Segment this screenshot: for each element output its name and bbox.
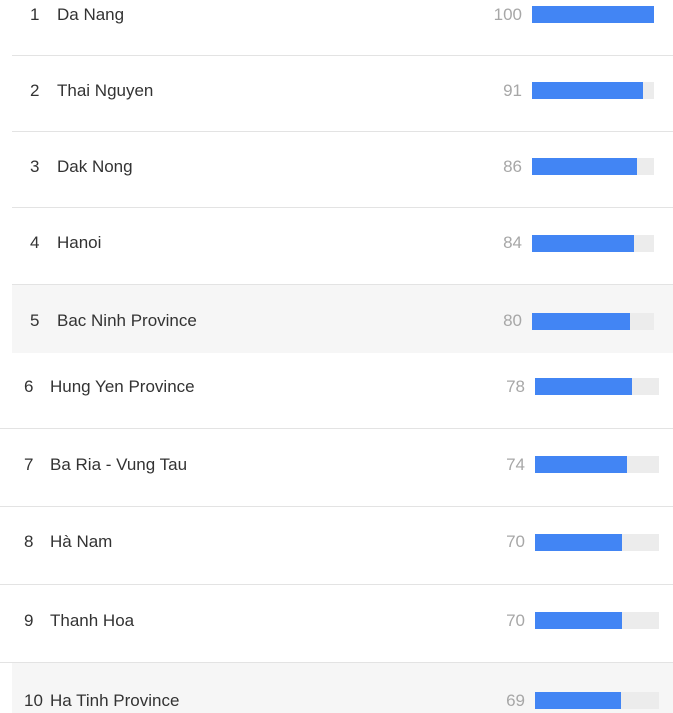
interest-bar-track bbox=[535, 378, 659, 395]
interest-value: 86 bbox=[503, 157, 522, 176]
interest-bar-fill bbox=[535, 534, 622, 551]
interest-bar-fill bbox=[535, 456, 627, 473]
region-name: Ba Ria - Vung Tau bbox=[50, 455, 188, 474]
interest-bar-fill bbox=[535, 378, 632, 395]
interest-bar-fill bbox=[532, 235, 635, 252]
interest-bar-track bbox=[532, 158, 654, 175]
rank-number: 3 bbox=[30, 157, 40, 176]
region-name: Hanoi bbox=[57, 233, 102, 252]
rank-number: 9 bbox=[24, 611, 34, 630]
rank-number: 5 bbox=[30, 311, 40, 330]
interest-value: 84 bbox=[503, 233, 522, 252]
interest-bar-fill bbox=[532, 313, 630, 330]
rank-number: 10 bbox=[24, 691, 43, 710]
interest-bar-track bbox=[532, 82, 654, 99]
interest-bar-fill bbox=[532, 158, 637, 175]
rank-number: 8 bbox=[24, 532, 34, 551]
interest-bar-fill bbox=[532, 6, 654, 23]
interest-bar-fill bbox=[535, 612, 622, 629]
region-name: Bac Ninh Province bbox=[57, 311, 197, 330]
interest-bar-track bbox=[535, 456, 659, 473]
list-item[interactable]: 4 Hanoi 84 bbox=[12, 208, 673, 285]
rank-number: 6 bbox=[24, 377, 34, 396]
interest-value: 70 bbox=[506, 611, 525, 630]
interest-value: 100 bbox=[493, 5, 522, 24]
region-name: Thanh Hoa bbox=[50, 611, 135, 630]
list-item[interactable]: 9 Thanh Hoa 70 bbox=[0, 585, 673, 663]
rank-number: 1 bbox=[30, 5, 40, 24]
list-item[interactable]: 7 Ba Ria - Vung Tau 74 bbox=[0, 429, 673, 507]
list-item[interactable]: 8 Hà Nam 70 bbox=[0, 507, 673, 585]
interest-value: 91 bbox=[503, 81, 522, 100]
list-item[interactable]: 6 Hung Yen Province 78 bbox=[0, 353, 673, 429]
interest-value: 69 bbox=[506, 691, 525, 710]
region-name: Ha Tinh Province bbox=[50, 691, 180, 710]
rank-number: 2 bbox=[30, 81, 40, 100]
region-name: Da Nang bbox=[57, 5, 125, 24]
region-name: Hà Nam bbox=[50, 532, 113, 551]
list-item[interactable]: 2 Thai Nguyen 91 bbox=[12, 56, 673, 132]
list-item[interactable]: 3 Dak Nong 86 bbox=[12, 132, 673, 208]
interest-value: 78 bbox=[506, 377, 525, 396]
list-item[interactable]: 1 Da Nang 100 bbox=[12, 0, 673, 56]
interest-bar-track bbox=[532, 313, 654, 330]
interest-value: 70 bbox=[506, 532, 525, 551]
interest-bar-fill bbox=[535, 692, 621, 709]
region-name: Hung Yen Province bbox=[50, 377, 195, 396]
interest-bar-fill bbox=[532, 82, 644, 99]
interest-bar-track bbox=[532, 235, 654, 252]
rank-number: 7 bbox=[24, 455, 34, 474]
interest-value: 74 bbox=[506, 455, 525, 474]
list-item[interactable]: 5 Bac Ninh Province 80 bbox=[12, 285, 673, 353]
interest-value: 80 bbox=[503, 311, 522, 330]
region-name: Dak Nong bbox=[57, 157, 133, 176]
interest-bar-track bbox=[535, 534, 659, 551]
interest-bar-track bbox=[535, 612, 659, 629]
interest-bar-track bbox=[532, 6, 654, 23]
interest-bar-track bbox=[535, 692, 659, 709]
region-name: Thai Nguyen bbox=[57, 81, 154, 100]
rank-number: 4 bbox=[30, 233, 40, 252]
list-item[interactable]: 10 Ha Tinh Province 69 bbox=[12, 663, 673, 713]
